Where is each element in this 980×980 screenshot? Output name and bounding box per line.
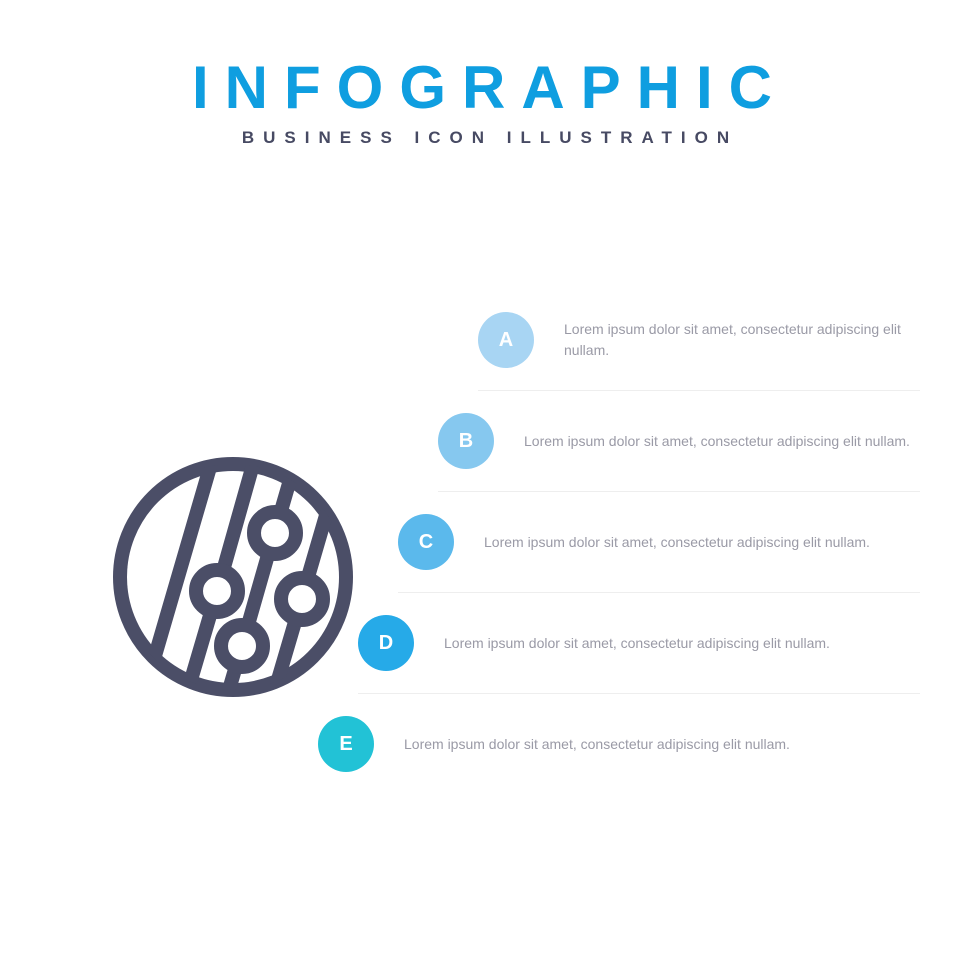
step-a: A Lorem ipsum dolor sit amet, consectetu… xyxy=(478,290,920,391)
step-bullet: A xyxy=(478,312,534,368)
step-text: Lorem ipsum dolor sit amet, consectetur … xyxy=(524,431,910,452)
main-icon-wrap xyxy=(88,447,378,707)
steps-list: A Lorem ipsum dolor sit amet, consectetu… xyxy=(398,290,920,794)
step-d: D Lorem ipsum dolor sit amet, consectetu… xyxy=(358,593,920,694)
step-b: B Lorem ipsum dolor sit amet, consectetu… xyxy=(438,391,920,492)
page-title: INFOGRAPHIC xyxy=(0,58,980,118)
page-subtitle: BUSINESS ICON ILLUSTRATION xyxy=(0,128,980,148)
content-row: A Lorem ipsum dolor sit amet, consectetu… xyxy=(0,290,980,794)
step-bullet: E xyxy=(318,716,374,772)
step-text: Lorem ipsum dolor sit amet, consectetur … xyxy=(444,633,830,654)
step-text: Lorem ipsum dolor sit amet, consectetur … xyxy=(564,319,920,361)
step-bullet: B xyxy=(438,413,494,469)
circuit-ball-icon xyxy=(103,447,363,707)
header-block: INFOGRAPHIC BUSINESS ICON ILLUSTRATION xyxy=(0,58,980,148)
step-bullet: C xyxy=(398,514,454,570)
step-e: E Lorem ipsum dolor sit amet, consectetu… xyxy=(318,694,920,794)
infographic-canvas: INFOGRAPHIC BUSINESS ICON ILLUSTRATION xyxy=(0,0,980,980)
step-bullet: D xyxy=(358,615,414,671)
step-c: C Lorem ipsum dolor sit amet, consectetu… xyxy=(398,492,920,593)
step-text: Lorem ipsum dolor sit amet, consectetur … xyxy=(484,532,870,553)
step-text: Lorem ipsum dolor sit amet, consectetur … xyxy=(404,734,790,755)
